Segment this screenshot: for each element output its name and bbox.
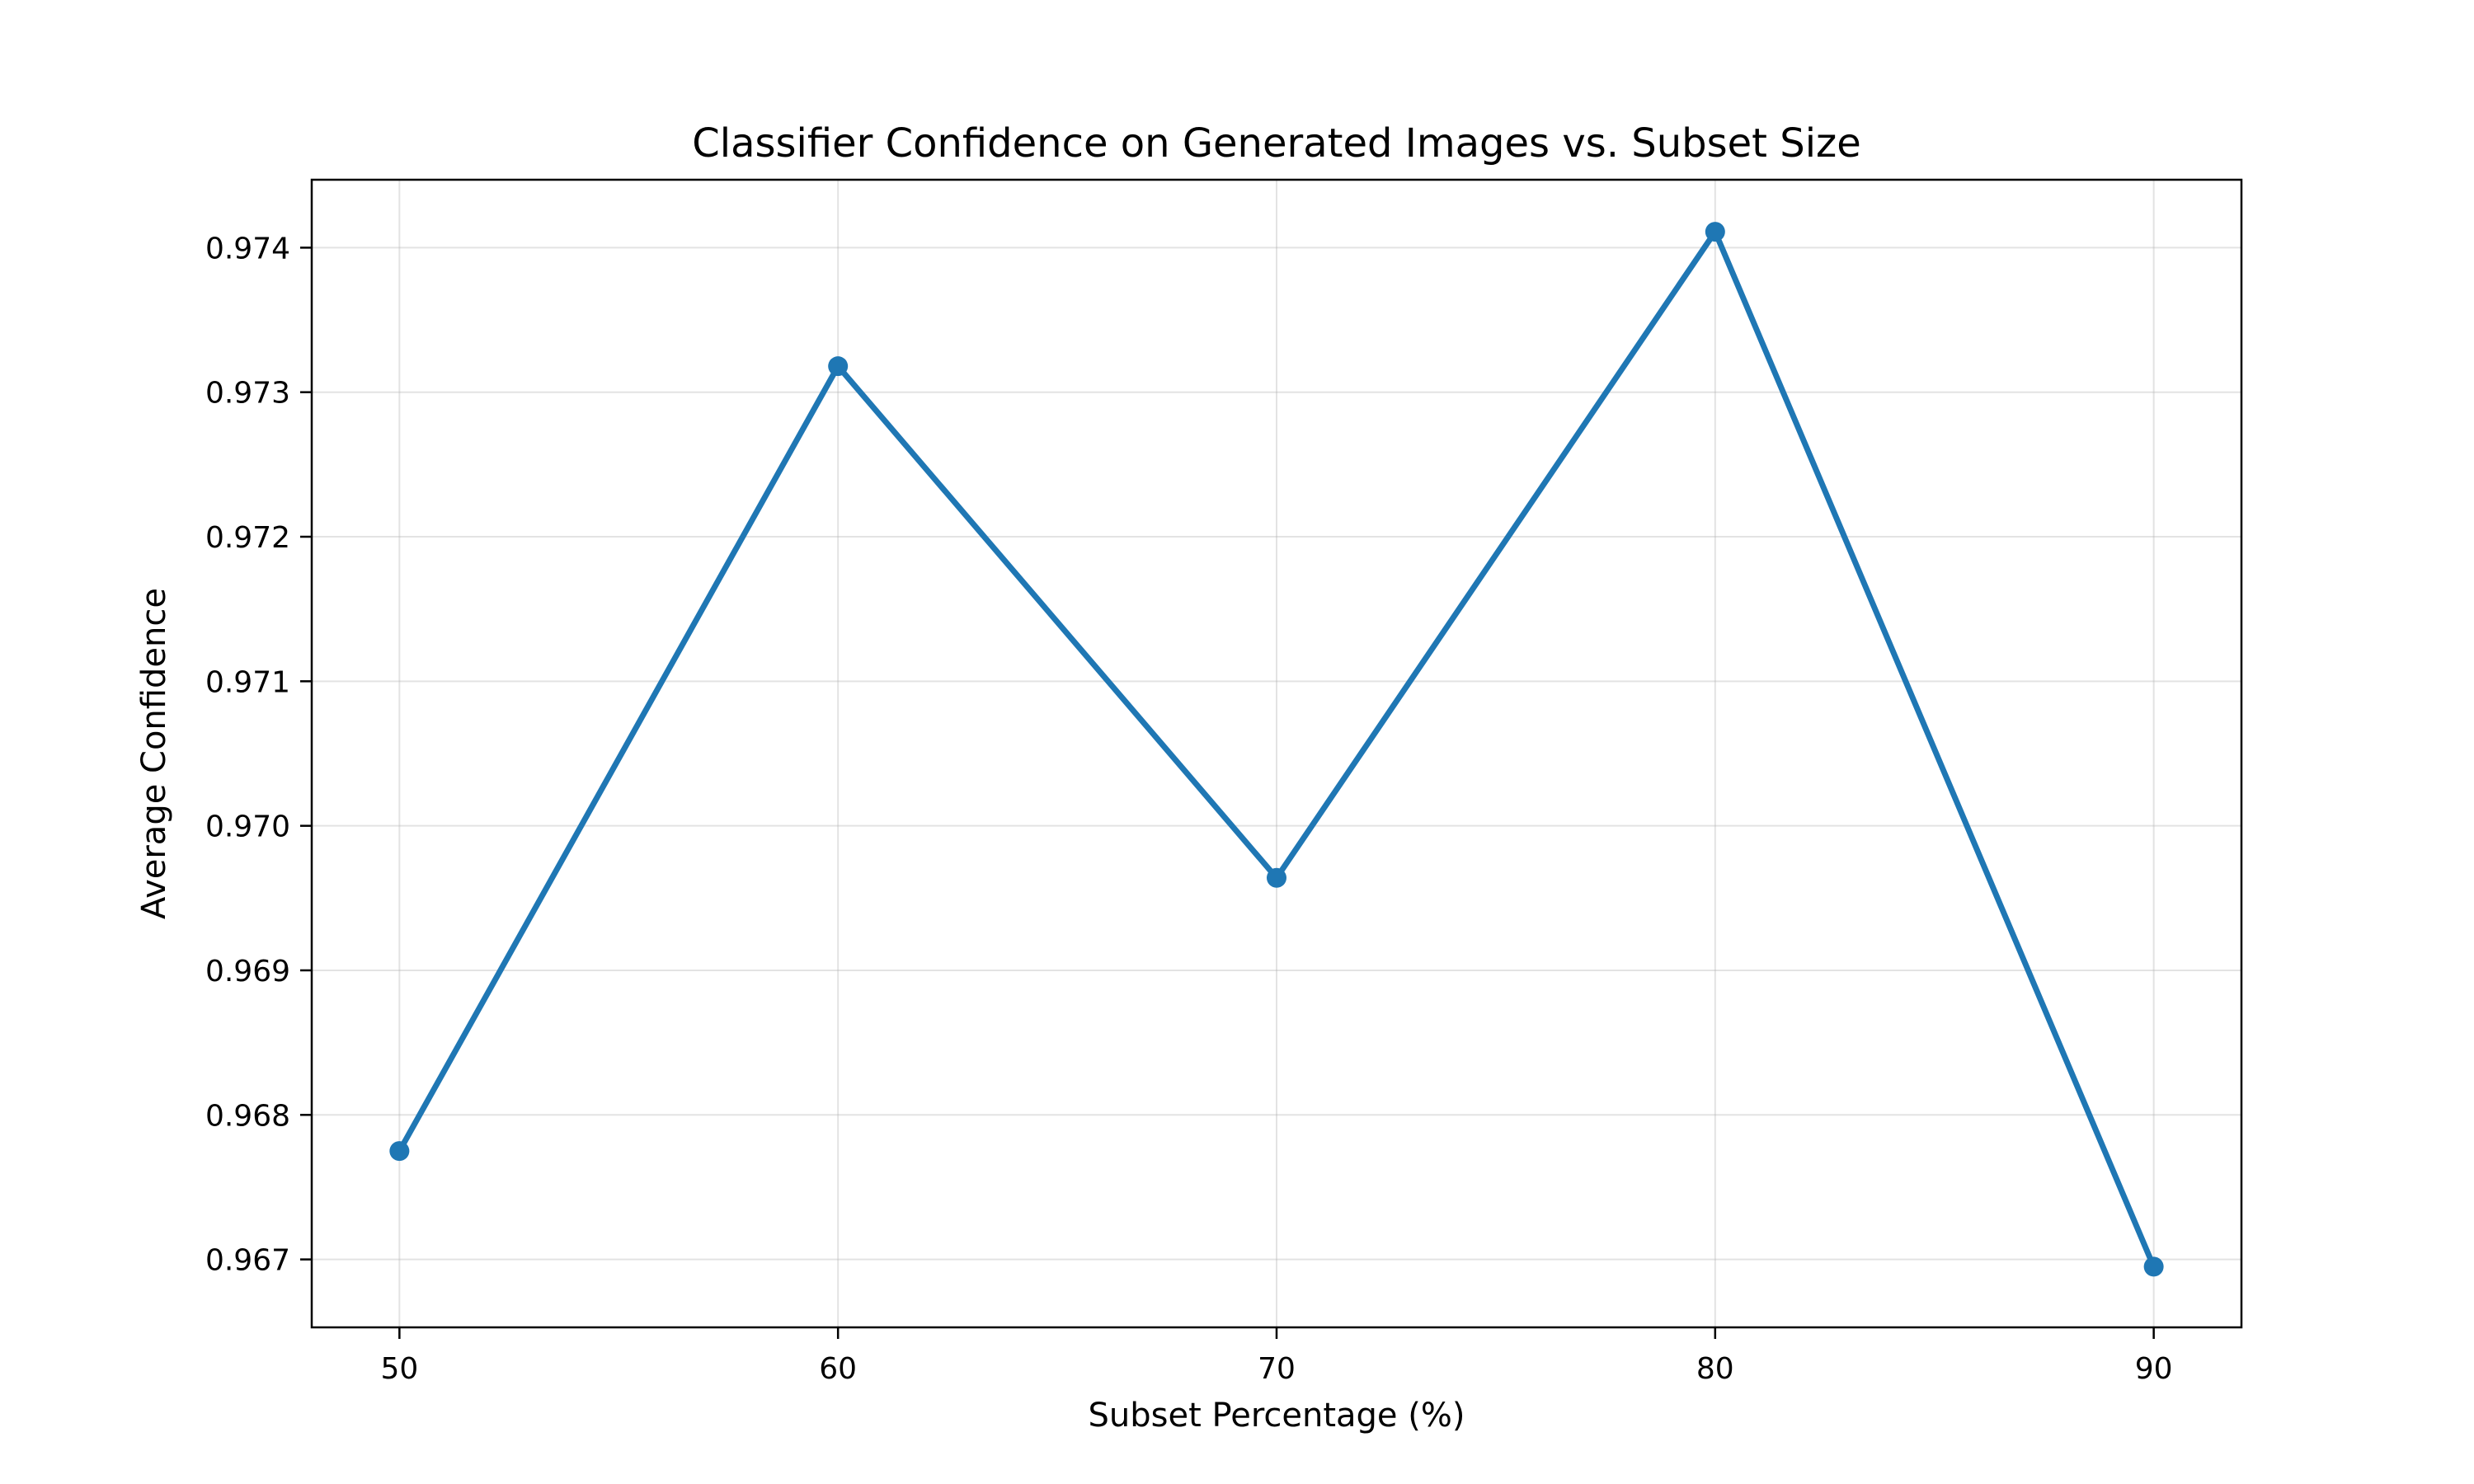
y-tick-label: 0.967: [205, 1244, 290, 1278]
x-tick-label: 90: [2135, 1352, 2173, 1386]
chart-title: Classifier Confidence on Generated Image…: [692, 120, 1861, 167]
axis-ticks: 50 60 70 80 90 0.967 0.968 0.969 0.970 0.971 0.972…: [205, 232, 2173, 1386]
y-tick-label: 0.969: [205, 955, 290, 989]
data-point: [1267, 867, 1286, 888]
data-point: [2143, 1256, 2164, 1277]
y-tick-label: 0.970: [205, 810, 290, 844]
data-point: [828, 356, 849, 377]
y-axis-label: Average Confidence: [135, 588, 173, 919]
x-tick-label: 60: [819, 1352, 857, 1386]
series-layer: [389, 222, 2164, 1277]
x-tick-label: 50: [380, 1352, 418, 1386]
x-axis-label: Subset Percentage (%): [1089, 1397, 1465, 1435]
y-tick-label: 0.972: [205, 521, 290, 555]
y-tick-label: 0.971: [205, 665, 290, 699]
y-tick-label: 0.968: [205, 1099, 290, 1133]
x-tick-label: 80: [1696, 1352, 1734, 1386]
data-point: [1705, 222, 1725, 242]
y-tick-label: 0.974: [205, 232, 290, 265]
grid-lines: [312, 180, 2241, 1327]
y-tick-label: 0.973: [205, 377, 290, 411]
x-tick-label: 70: [1258, 1352, 1296, 1386]
data-point: [389, 1141, 410, 1162]
